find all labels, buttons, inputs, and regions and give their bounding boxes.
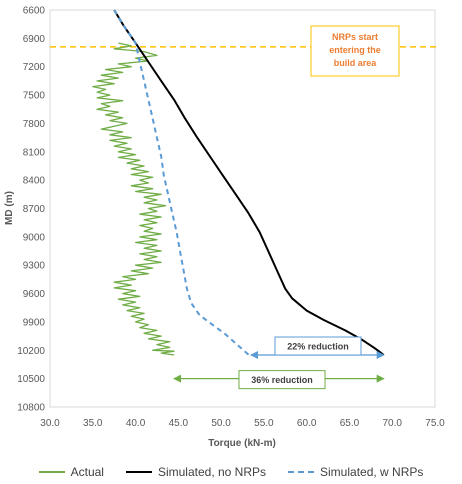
nrp-label-line: build area: [334, 58, 378, 68]
y-tick-label: 6600: [23, 6, 46, 17]
legend: Actual Simulated, no NRPs Simulated, w N…: [0, 460, 462, 484]
y-tick-label: 10500: [17, 374, 45, 385]
reduction-label-r36: 36% reduction: [251, 375, 313, 385]
x-axis-title: Torque (kN-m): [208, 438, 276, 449]
legend-item-actual: Actual: [38, 465, 104, 479]
reduction-label-box-r22: [274, 336, 362, 356]
x-tick-label: 55.0: [254, 418, 274, 429]
y-axis-ticks: 6600 6900 7200 7500 7800 8100 8400 8700 9000 9300…: [17, 6, 45, 414]
y-tick-label: 10800: [17, 403, 45, 414]
legend-swatch-actual: [38, 471, 65, 473]
legend-swatch-simulated-w-nrps: [288, 471, 315, 473]
y-tick-label: 9600: [23, 289, 46, 300]
x-tick-label: 30.0: [40, 418, 60, 429]
x-tick-label: 50.0: [211, 418, 231, 429]
y-tick-label: 7800: [23, 119, 46, 130]
y-tick-label: 6900: [23, 34, 46, 45]
y-tick-label: 7200: [23, 62, 46, 73]
x-tick-label: 75.0: [425, 418, 445, 429]
y-tick-label: 8100: [23, 147, 46, 158]
nrp-label-line: entering the: [329, 45, 381, 55]
torque-md-chart: NRPs start entering the build area 22% red…: [4, 6, 445, 450]
arrow-layer: 22% reduction 36% reduction: [173, 336, 385, 390]
legend-item-simulated-w-nrps: Simulated, w NRPs: [288, 465, 423, 479]
nrp-label-line: NRPs start: [332, 32, 378, 42]
reduction-label-r22: 22% reduction: [287, 342, 349, 352]
x-tick-label: 35.0: [83, 418, 103, 429]
y-tick-label: 9000: [23, 232, 46, 243]
plot-area-border: [49, 9, 436, 408]
y-tick-label: 9300: [23, 261, 46, 272]
x-tick-label: 45.0: [169, 418, 189, 429]
legend-item-simulated-no-nrps: Simulated, no NRPs: [125, 465, 267, 479]
legend-label-actual: Actual: [70, 465, 104, 479]
y-tick-label: 9900: [23, 317, 46, 328]
nrp-label-box: [310, 25, 400, 77]
annotation-layer: NRPs start entering the build area: [50, 25, 440, 77]
y-tick-label: 10200: [17, 346, 45, 357]
series-layer: [92, 9, 385, 358]
x-tick-label: 60.0: [297, 418, 317, 429]
legend-label-simulated-w-nrps: Simulated, w NRPs: [320, 465, 424, 479]
y-axis-title: MD (m): [4, 191, 15, 225]
y-tick-label: 7500: [23, 91, 46, 102]
x-tick-label: 65.0: [340, 418, 360, 429]
x-tick-label: 40.0: [126, 418, 146, 429]
reduction-label-box-r36: [238, 370, 326, 390]
legend-swatch-simulated-no-nrps: [125, 471, 152, 473]
y-tick-label: 8400: [23, 176, 46, 187]
series-line-simulated-no-nrps: [113, 9, 385, 356]
y-tick-label: 8700: [23, 204, 46, 215]
legend-label-simulated-no-nrps: Simulated, no NRPs: [157, 465, 267, 479]
x-tick-label: 70.0: [382, 418, 402, 429]
series-line-simulated-w-nrps: [113, 9, 252, 358]
series-line-actual: [92, 42, 175, 356]
x-axis-ticks: 30.0 35.0 40.0 45.0 50.0 55.0 60.0 65.0 70.0 75.0: [40, 418, 445, 429]
